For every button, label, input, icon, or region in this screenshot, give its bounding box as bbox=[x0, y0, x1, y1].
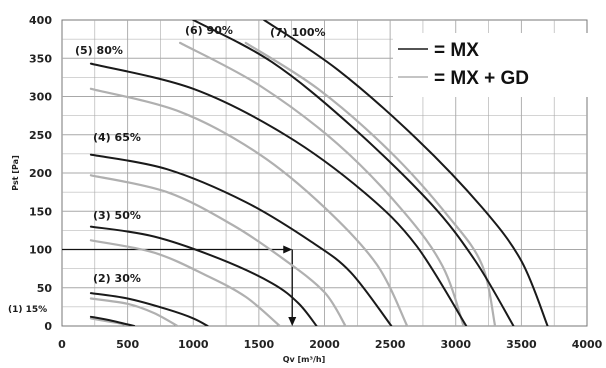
x-tick-label: 500 bbox=[116, 338, 139, 351]
series-line-mx-gd bbox=[89, 87, 409, 326]
arrow-right-icon bbox=[283, 245, 293, 254]
series-line-mx-gd bbox=[89, 317, 129, 326]
x-tick-label: 3500 bbox=[506, 338, 537, 351]
series-line-mx bbox=[192, 20, 515, 326]
series-line-mx-gd bbox=[89, 297, 179, 326]
series-line-mx-gd bbox=[89, 239, 281, 326]
x-tick-label: 3000 bbox=[440, 338, 471, 351]
x-axis-title: Qv [m³/h] bbox=[283, 355, 326, 364]
x-tick-label: 0 bbox=[58, 338, 66, 351]
series-line-mx bbox=[89, 225, 318, 326]
operating-point-lines bbox=[62, 245, 297, 326]
series-line-mx bbox=[89, 153, 393, 326]
tick-labels: 0 500 1000 1500 2000 2500 3000 3500 4000 0 50 100 15… bbox=[29, 14, 603, 351]
y-tick-label: 300 bbox=[29, 91, 52, 104]
x-tick-label: 2500 bbox=[375, 338, 406, 351]
x-tick-label: 2000 bbox=[309, 338, 340, 351]
series-line-mx bbox=[89, 292, 209, 326]
series-line-mx bbox=[89, 315, 136, 326]
series-line-mx-gd bbox=[244, 41, 497, 326]
y-tick-label: 50 bbox=[37, 282, 53, 295]
legend-background bbox=[393, 33, 591, 97]
x-tick-label: 1000 bbox=[178, 338, 209, 351]
series-line-mx bbox=[263, 20, 549, 326]
legend-label-mx: = MX bbox=[434, 40, 479, 61]
y-tick-label: 400 bbox=[29, 14, 52, 27]
y-tick-label: 250 bbox=[29, 129, 52, 142]
curve-label: (4) 65% bbox=[93, 131, 141, 144]
curve-labels: (1) 15% (2) 30% (3) 50% (4) 65% (5) 80% (6) 9… bbox=[8, 24, 326, 315]
series-line-mx bbox=[89, 62, 468, 326]
legend-label-mx-gd: = MX + GD bbox=[434, 68, 529, 89]
y-tick-label: 0 bbox=[44, 320, 52, 333]
curve-label: (1) 15% bbox=[8, 305, 47, 315]
curve-label: (2) 30% bbox=[93, 272, 141, 285]
arrow-down-icon bbox=[288, 317, 297, 326]
x-tick-label: 1500 bbox=[244, 338, 275, 351]
curve-label: (5) 80% bbox=[75, 44, 123, 57]
curve-label: (3) 50% bbox=[93, 209, 141, 222]
y-tick-label: 200 bbox=[29, 167, 52, 180]
y-tick-label: 350 bbox=[29, 52, 52, 65]
curves bbox=[89, 20, 549, 326]
legend: = MX = MX + GD bbox=[393, 33, 591, 97]
curve-label: (7) 100% bbox=[270, 26, 326, 39]
y-tick-label: 150 bbox=[29, 205, 52, 218]
curve-label: (6) 90% bbox=[185, 24, 233, 37]
series-line-mx-gd bbox=[179, 41, 465, 326]
y-axis-title: Pst [Pa] bbox=[11, 155, 20, 190]
x-tick-label: 4000 bbox=[572, 338, 603, 351]
series-line-mx-gd bbox=[89, 174, 347, 326]
y-tick-label: 100 bbox=[29, 244, 52, 257]
